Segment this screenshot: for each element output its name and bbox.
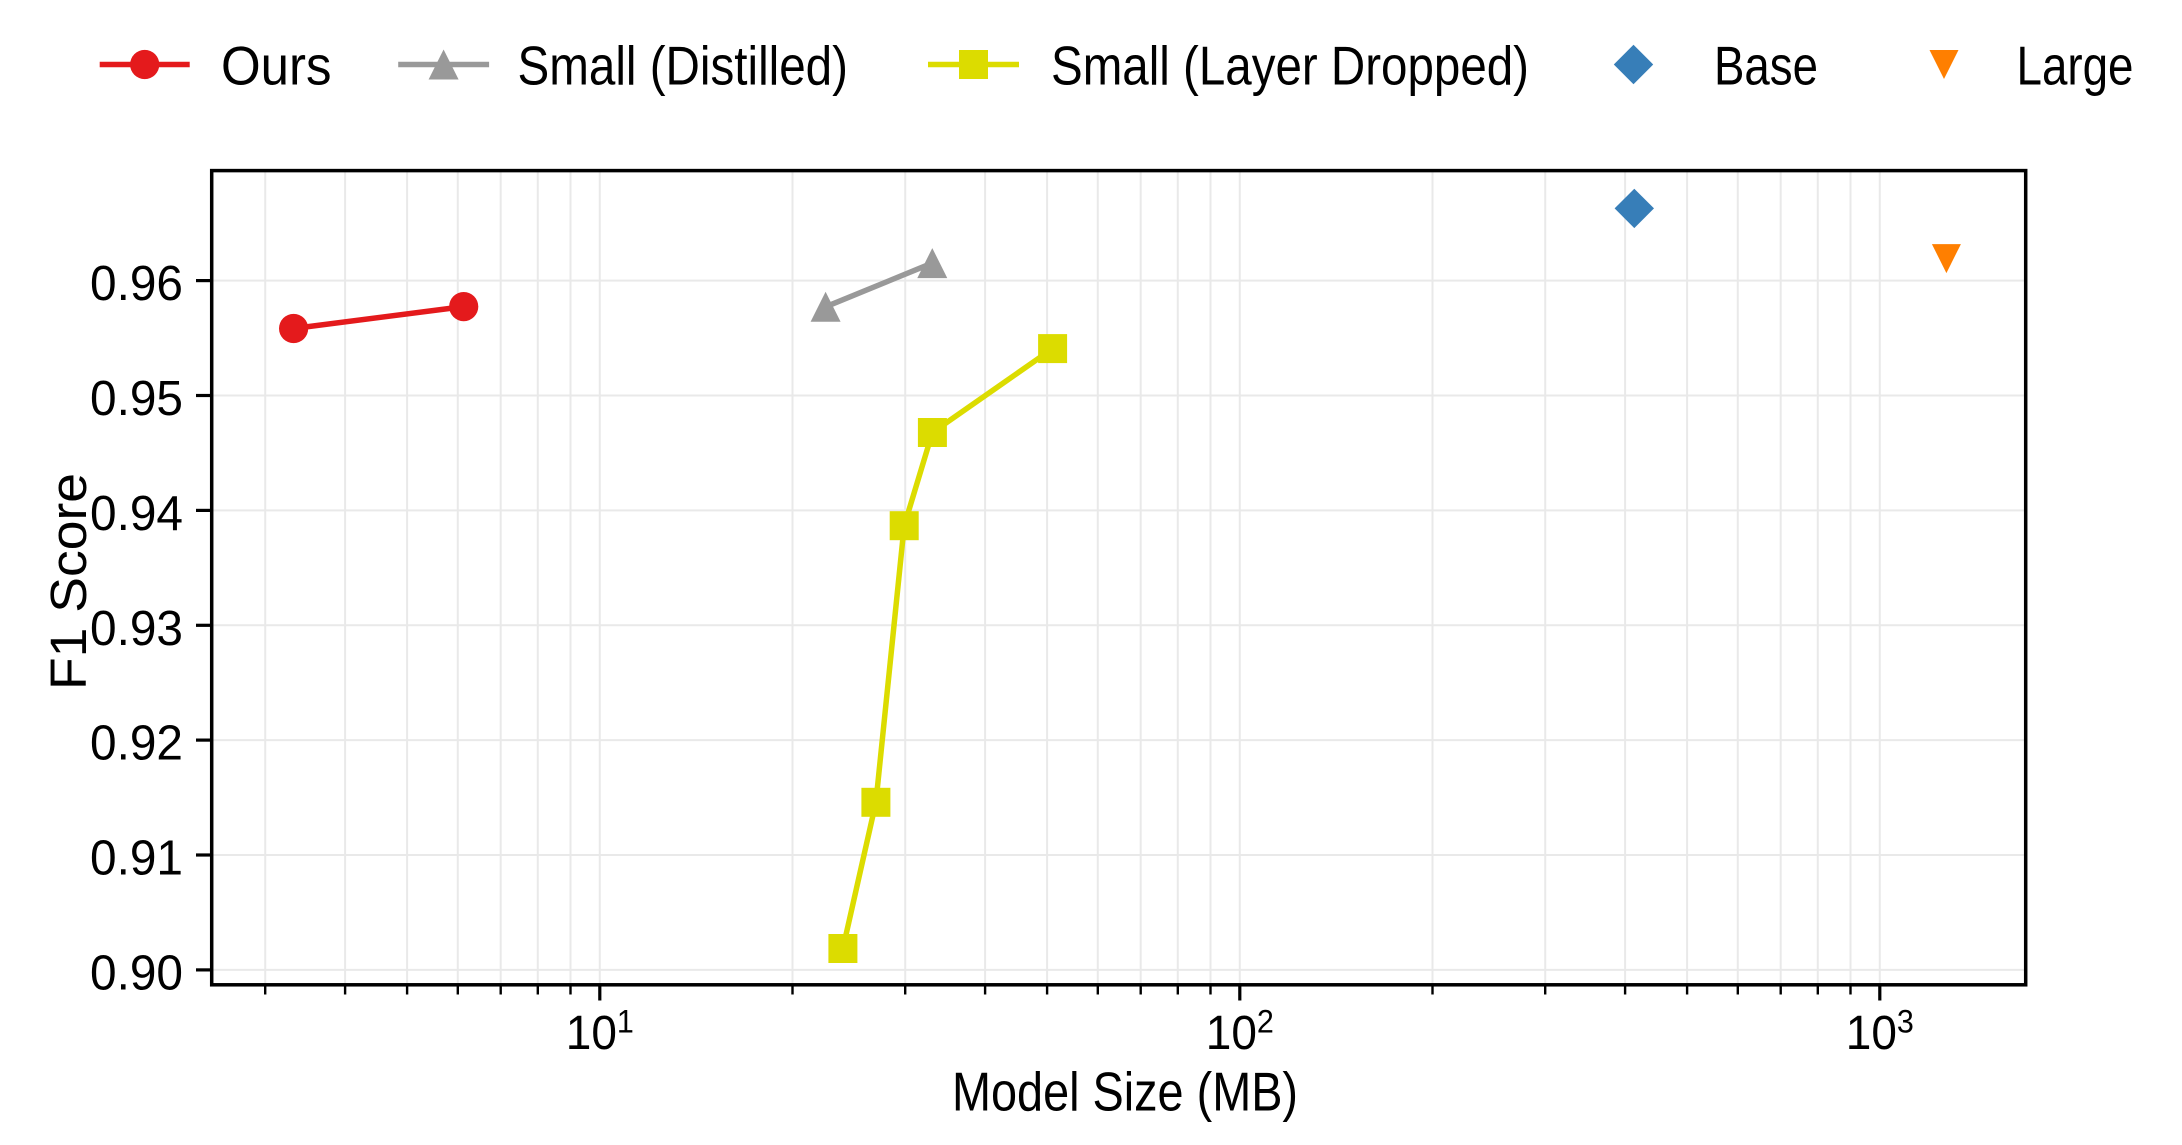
svg-text:0.93: 0.93 — [90, 602, 183, 657]
svg-text:Small (Layer Dropped): Small (Layer Dropped) — [1051, 35, 1529, 97]
svg-text:Model Size (MB): Model Size (MB) — [952, 1061, 1298, 1123]
svg-text:0.96: 0.96 — [90, 257, 183, 312]
svg-text:Base: Base — [1714, 35, 1818, 97]
svg-text:0.90: 0.90 — [90, 946, 183, 1001]
svg-text:103: 103 — [1846, 1004, 1914, 1060]
svg-text:0.92: 0.92 — [90, 716, 183, 771]
svg-text:F1 Score: F1 Score — [40, 473, 98, 690]
svg-text:0.95: 0.95 — [90, 372, 183, 427]
svg-text:0.94: 0.94 — [90, 487, 183, 542]
svg-text:Small (Distilled): Small (Distilled) — [518, 35, 849, 97]
svg-text:0.91: 0.91 — [90, 831, 183, 886]
svg-text:Large: Large — [2017, 35, 2134, 97]
svg-text:Ours: Ours — [221, 35, 332, 97]
